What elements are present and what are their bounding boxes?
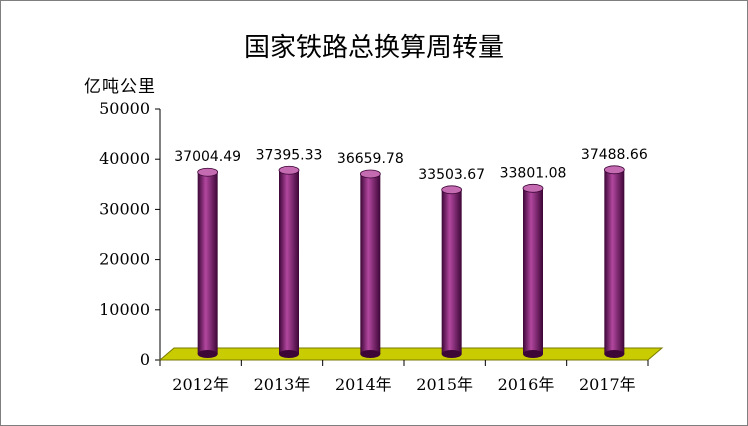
bar-body xyxy=(441,189,462,354)
bar xyxy=(441,185,463,358)
y-axis: 0 10000 20000 30000 40000 50000 xyxy=(99,99,161,369)
chart-floor xyxy=(158,347,664,361)
y-tick-label: 0 xyxy=(140,350,150,369)
bar xyxy=(359,169,381,358)
value-labels: 37004.49 37395.33 36659.78 33503.67 33801.08… xyxy=(174,147,648,183)
chart-title: 国家铁路总换算周转量 xyxy=(243,33,504,63)
y-tick-label: 20000 xyxy=(99,250,150,269)
y-axis-unit-label: 亿吨公里 xyxy=(84,77,156,97)
data-label: 33801.08 xyxy=(500,165,567,181)
data-label: 33503.67 xyxy=(418,167,485,183)
bar-body xyxy=(279,170,299,354)
bar-top xyxy=(278,165,300,175)
bar-base xyxy=(279,350,299,358)
bar-series xyxy=(197,165,625,358)
data-label: 37395.33 xyxy=(256,147,323,163)
data-label: 36659.78 xyxy=(337,151,404,167)
bar-body xyxy=(360,173,381,354)
data-label: 37488.66 xyxy=(581,147,648,163)
bar-body xyxy=(197,172,218,354)
bar-top xyxy=(441,185,463,195)
x-tick-label: 2017年 xyxy=(579,375,636,394)
bar-top xyxy=(197,167,219,177)
bar-base xyxy=(523,350,543,358)
bar-top xyxy=(522,183,544,193)
bar-top xyxy=(359,169,381,179)
bar xyxy=(278,165,300,358)
x-tick-label: 2016年 xyxy=(498,375,555,394)
bar-body xyxy=(604,169,625,354)
bar-top xyxy=(603,165,625,175)
y-tick-label: 40000 xyxy=(99,149,150,168)
bar xyxy=(522,183,544,358)
bar xyxy=(603,165,625,358)
x-tick-label: 2013年 xyxy=(254,375,311,394)
bar-body xyxy=(523,188,543,354)
bar xyxy=(197,167,219,358)
x-tick-label: 2014年 xyxy=(335,375,392,394)
y-tick-label: 30000 xyxy=(99,199,150,218)
y-tick-label: 50000 xyxy=(99,99,150,118)
data-label: 37004.49 xyxy=(174,149,241,165)
floor-plane xyxy=(158,347,664,361)
y-tick-label: 10000 xyxy=(99,300,150,319)
bar-base xyxy=(604,350,625,358)
x-tick-label: 2012年 xyxy=(172,375,229,394)
bar-base xyxy=(197,350,218,358)
x-tick-label: 2015年 xyxy=(416,375,473,394)
x-axis-ticks: 2012年 2013年 2014年 2015年 2016年 2017年 xyxy=(159,360,649,394)
bar-base xyxy=(360,350,381,358)
bar-base xyxy=(441,350,462,358)
